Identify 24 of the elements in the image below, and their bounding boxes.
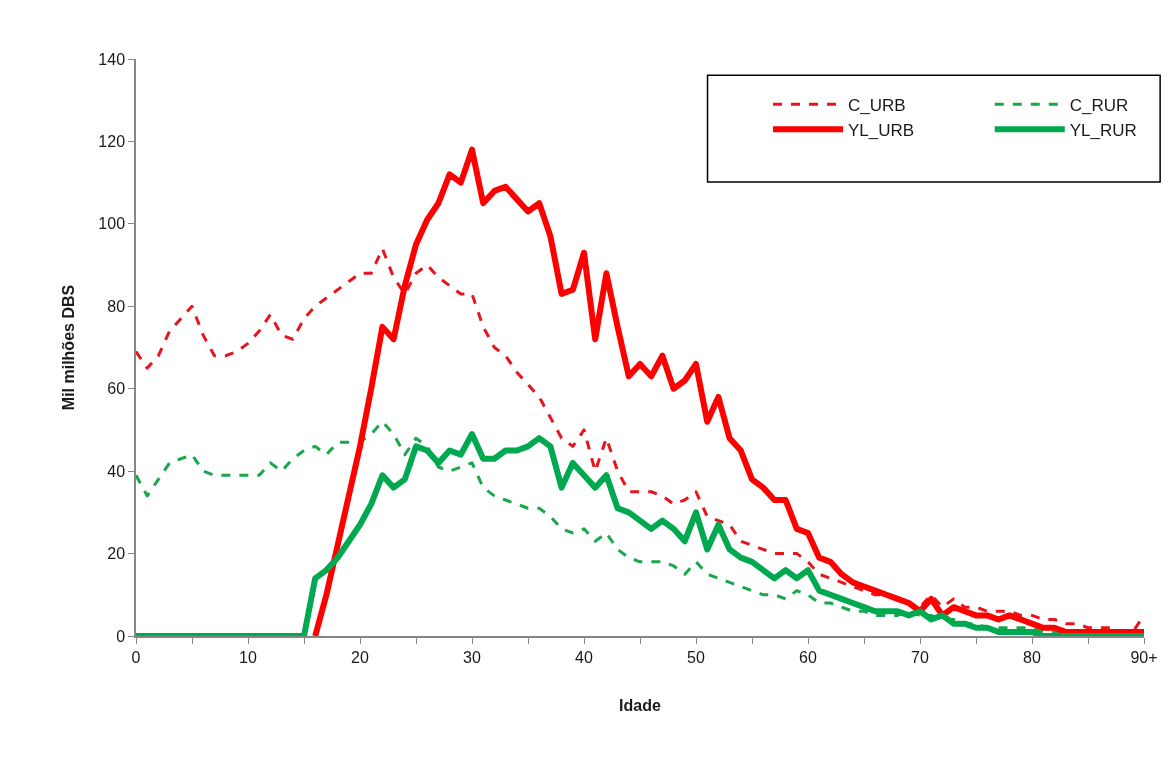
y-tick-label: 0 — [116, 627, 126, 645]
x-tick-label: 30 — [463, 648, 481, 666]
x-tick-label: 0 — [131, 648, 141, 666]
x-tick-label: 70 — [911, 648, 929, 666]
y-tick-label: 100 — [98, 215, 126, 233]
legend-label: YL_RUR — [1069, 120, 1137, 140]
x-tick-label: 60 — [799, 648, 817, 666]
y-tick-label: 40 — [107, 462, 126, 480]
y-tick-label: 60 — [107, 380, 126, 398]
x-tick-label: 80 — [1023, 648, 1041, 666]
y-tick-label: 120 — [98, 133, 126, 151]
y-tick-label: 80 — [107, 297, 126, 315]
x-tick-label: 90+ — [1130, 648, 1158, 666]
legend-label: C_URB — [848, 95, 906, 115]
x-tick-label: 50 — [687, 648, 705, 666]
x-tick-label: 10 — [239, 648, 257, 666]
x-tick-label: 20 — [351, 648, 369, 666]
y-tick-label: 140 — [98, 50, 126, 68]
legend-label: YL_URB — [848, 120, 915, 140]
y-tick-label: 20 — [107, 545, 126, 563]
x-axis-title: Idade — [619, 697, 661, 715]
x-tick-label: 40 — [575, 648, 593, 666]
legend-label: C_RUR — [1069, 95, 1129, 115]
y-axis-title: Mil milhões DBS — [59, 284, 77, 411]
